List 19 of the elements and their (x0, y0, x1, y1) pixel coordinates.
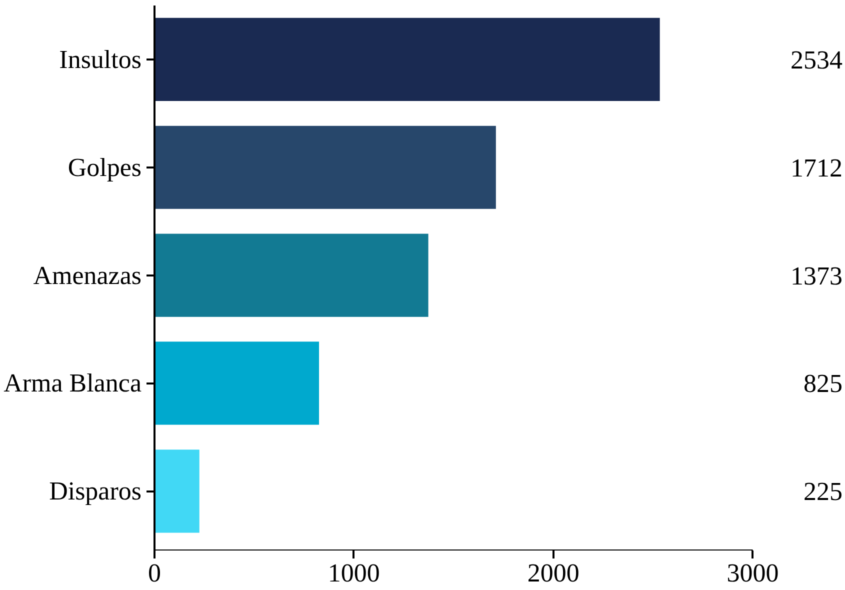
data-label: 2534 (790, 45, 843, 74)
data-label: 1373 (790, 261, 843, 290)
x-tick-label: 0 (148, 558, 161, 588)
data-label: 225 (804, 477, 843, 506)
y-tick-label: Insultos (59, 44, 142, 74)
x-tick-label: 2000 (527, 558, 580, 588)
data-label: 1712 (790, 153, 843, 182)
bar (154, 18, 660, 102)
y-tick-label: Disparos (49, 476, 142, 506)
bar (154, 450, 200, 533)
bar (154, 234, 428, 317)
data-label: 825 (804, 369, 843, 398)
bar (154, 126, 496, 209)
y-tick-label: Arma Blanca (4, 368, 142, 398)
y-tick-label: Amenazas (33, 260, 142, 290)
x-tick-label: 1000 (328, 558, 380, 588)
y-tick-label: Golpes (68, 152, 142, 182)
bar (154, 342, 320, 425)
x-tick-label: 3000 (726, 558, 779, 588)
